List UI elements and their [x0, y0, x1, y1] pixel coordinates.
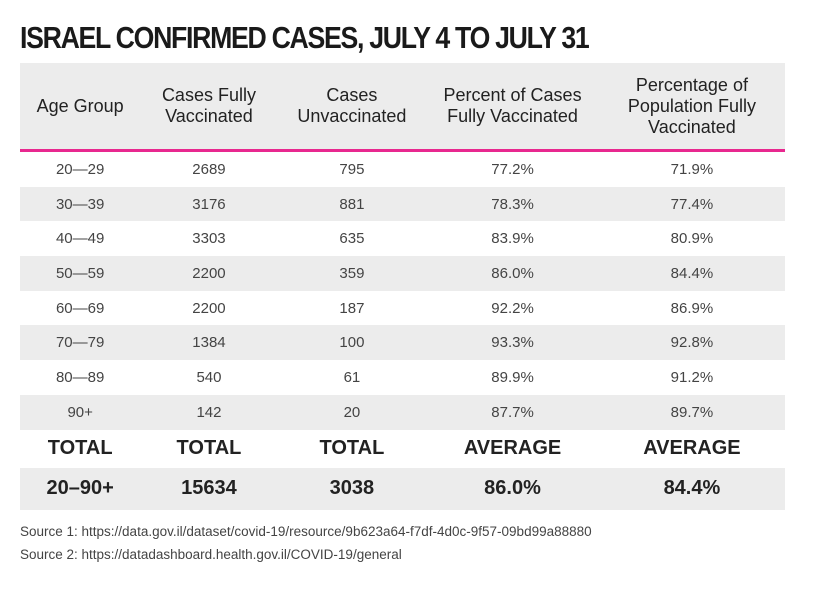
column-header: Percentage of Population Fully Vaccinate… [598, 63, 785, 152]
table-cell: 100 [277, 325, 427, 361]
table-cell: 84.4% [598, 467, 785, 510]
table-cell: 84.4% [598, 256, 785, 291]
table-cell: 77.4% [598, 186, 785, 222]
table-cell: 359 [277, 256, 427, 291]
table-cell: 71.9% [670, 160, 714, 178]
table-cell: 881 [277, 186, 427, 222]
table-row: 70—79 1384 100 93.3% 92.8% [20, 325, 785, 361]
column-header: Cases Unvaccinated [277, 63, 427, 152]
table-cell: 61 [343, 368, 361, 386]
source-2: Source 2: https://datadashboard.health.g… [20, 547, 402, 562]
table-cell: 1384 [140, 325, 278, 361]
table-cell: 80—89 [55, 368, 105, 386]
table-cell: 86.0% [426, 467, 599, 510]
table-cell: 20—29 [55, 160, 105, 178]
table-row: 50—59 2200 359 86.0% 84.4% [20, 256, 785, 291]
header-row: Age Group Cases Fully Vaccinated Cases Unv… [20, 63, 785, 152]
table-cell: 50—59 [20, 256, 141, 291]
table-cell: 86.0% [426, 256, 599, 291]
table-cell: 40—49 [55, 230, 105, 248]
table-cell: 83.9% [491, 230, 534, 248]
table-cell: 89.9% [491, 368, 534, 386]
table-cell: 3038 [277, 467, 427, 510]
cases-table: Age Group Cases Fully Vaccinated Cases Unv… [20, 63, 785, 510]
table-cell: 30—39 [20, 186, 141, 222]
table-cell: 89.7% [598, 394, 785, 430]
table-row: 80—89 540 61 89.9% 91.2% [20, 360, 785, 395]
summary-label-row: TOTAL TOTAL TOTAL AVERAGE AVERAGE [20, 430, 785, 468]
table-cell: 60—69 [55, 299, 105, 317]
table-cell: 87.7% [426, 394, 599, 430]
table-cell: 86.9% [670, 299, 714, 317]
table-cell: TOTAL [176, 437, 242, 459]
table-cell: 795 [339, 160, 365, 178]
table-cell: 3176 [140, 186, 278, 222]
table-cell: TOTAL [319, 437, 385, 459]
table-cell: 93.3% [426, 325, 599, 361]
table-cell: 20 [277, 394, 427, 430]
table-cell: 78.3% [426, 186, 599, 222]
column-header: Cases Fully Vaccinated [140, 63, 278, 152]
table-row: 90+ 142 20 87.7% 89.7% [20, 394, 785, 430]
chart-title: ISRAEL CONFIRMED CASES, JULY 4 TO JULY 3… [20, 20, 590, 55]
table-cell: 20–90+ [20, 467, 141, 510]
table-cell: 540 [196, 368, 222, 386]
table-cell: TOTAL [47, 437, 113, 459]
table-row: 40—49 3303 635 83.9% 80.9% [20, 221, 785, 256]
table-cell: 92.8% [598, 325, 785, 361]
table-cell: 3303 [192, 230, 226, 248]
table-cell: AVERAGE [463, 437, 562, 459]
table-cell: 2200 [192, 299, 226, 317]
table-cell: 2689 [192, 160, 226, 178]
table-cell: 80.9% [670, 230, 714, 248]
table-cell: 142 [140, 394, 278, 430]
table-cell: 90+ [20, 394, 141, 430]
table-cell: 92.2% [491, 299, 534, 317]
table-row: 30—39 3176 881 78.3% 77.4% [20, 186, 785, 222]
column-header: Percent of Cases Fully Vaccinated [426, 63, 599, 152]
table-cell: 77.2% [491, 160, 534, 178]
column-header: Age Group [20, 63, 141, 152]
table-cell: 635 [339, 230, 365, 248]
table-row: 20—29 2689 795 77.2% 71.9% [20, 151, 785, 187]
table-cell: 187 [339, 299, 365, 317]
table-cell: 15634 [140, 467, 278, 510]
summary-value-row: 20–90+ 15634 3038 86.0% 84.4% [20, 467, 785, 510]
source-1: Source 1: https://data.gov.il/dataset/co… [20, 524, 592, 539]
table-cell: 2200 [140, 256, 278, 291]
table-cell: 91.2% [670, 368, 714, 386]
table-row: 60—69 2200 187 92.2% 86.9% [20, 291, 785, 326]
table-cell: 70—79 [20, 325, 141, 361]
table-cell: AVERAGE [643, 437, 741, 459]
